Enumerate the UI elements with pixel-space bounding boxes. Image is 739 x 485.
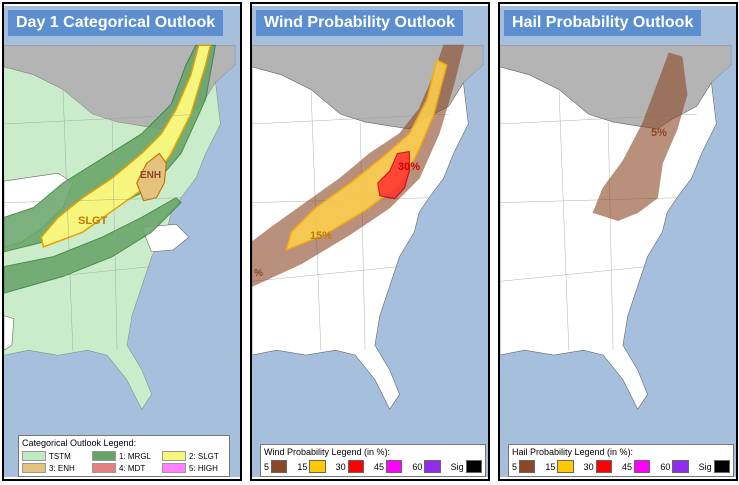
legend-label: TSTM bbox=[49, 451, 71, 461]
legend-label: 5 bbox=[264, 461, 270, 472]
legend-swatch bbox=[713, 460, 730, 473]
legend-label: 30 bbox=[583, 461, 594, 472]
wind-5pct-label: % bbox=[254, 268, 263, 279]
legend-swatch bbox=[22, 463, 46, 473]
panel-title: Day 1 Categorical Outlook bbox=[8, 10, 224, 36]
legend-swatch bbox=[309, 460, 326, 473]
legend-item-tstm: TSTM bbox=[22, 451, 92, 461]
wind-15pct-label: 15% bbox=[310, 230, 333, 242]
legend-swatch bbox=[162, 451, 186, 461]
legend-swatch bbox=[92, 463, 116, 473]
legend-swatch bbox=[519, 460, 536, 473]
wind-probability-map bbox=[252, 5, 488, 478]
legend-swatch bbox=[672, 460, 689, 473]
categorical-outlook-map bbox=[4, 5, 240, 478]
slgt-map-label: SLGT bbox=[78, 215, 108, 227]
legend-item-slgt: 2: SLGT bbox=[162, 451, 232, 461]
legend-item-high: 5: HIGH bbox=[162, 463, 232, 473]
legend-swatch bbox=[634, 460, 651, 473]
enh-map-label: ENH bbox=[140, 170, 162, 181]
legend-swatch bbox=[595, 460, 612, 473]
categorical-outlook-panel: Day 1 Categorical Outlook SLGT ENH Categ… bbox=[2, 2, 242, 481]
legend-swatch bbox=[271, 460, 288, 473]
legend-title: Wind Probability Legend (in %): bbox=[264, 447, 391, 457]
legend-label: 60 bbox=[660, 461, 671, 472]
legend-swatch bbox=[424, 460, 441, 473]
hail-legend: Hail Probability Legend (in %): 5 15 30 … bbox=[508, 444, 734, 477]
legend-label: 60 bbox=[412, 461, 423, 472]
wind-30pct-label: 30% bbox=[398, 161, 421, 173]
legend-label: 15 bbox=[545, 461, 556, 472]
legend-swatch bbox=[465, 460, 482, 473]
legend-item-mrgl: 1: MRGL bbox=[92, 451, 162, 461]
legend-label: 5: HIGH bbox=[189, 463, 218, 473]
wind-probability-panel: Wind Probability Outlook 30% 15% % Wind … bbox=[250, 2, 490, 481]
legend-swatch bbox=[347, 460, 364, 473]
legend-label: Sig bbox=[698, 461, 712, 472]
legend-swatch bbox=[92, 451, 116, 461]
panel-title: Wind Probability Outlook bbox=[256, 10, 463, 36]
legend-label: 3: ENH bbox=[49, 463, 75, 473]
legend-label: 2: SLGT bbox=[189, 451, 219, 461]
legend-item-mdt: 4: MDT bbox=[92, 463, 162, 473]
legend-label: 30 bbox=[335, 461, 346, 472]
legend-swatch bbox=[557, 460, 574, 473]
panel-title: Hail Probability Outlook bbox=[504, 10, 702, 36]
legend-label: 45 bbox=[373, 461, 384, 472]
legend-label: Sig bbox=[450, 461, 464, 472]
wind-legend: Wind Probability Legend (in %): 5 15 30 … bbox=[260, 444, 486, 477]
hail-probability-panel: Hail Probability Outlook 5% Hail Probabi… bbox=[498, 2, 738, 481]
hail-5pct-label: 5% bbox=[651, 127, 667, 139]
legend-label: 15 bbox=[297, 461, 308, 472]
legend-item-enh: 3: ENH bbox=[22, 463, 92, 473]
legend-label: 4: MDT bbox=[119, 463, 146, 473]
hail-probability-map bbox=[500, 5, 736, 478]
legend-label: 45 bbox=[621, 461, 632, 472]
legend-swatch bbox=[386, 460, 403, 473]
legend-swatch bbox=[162, 463, 186, 473]
legend-label: 1: MRGL bbox=[119, 451, 152, 461]
categorical-legend: Categorical Outlook Legend: TSTM 1: MRGL… bbox=[18, 435, 230, 477]
legend-label: 5 bbox=[512, 461, 518, 472]
legend-title: Hail Probability Legend (in %): bbox=[512, 447, 634, 457]
legend-swatch bbox=[22, 451, 46, 461]
legend-title: Categorical Outlook Legend: bbox=[22, 438, 137, 448]
